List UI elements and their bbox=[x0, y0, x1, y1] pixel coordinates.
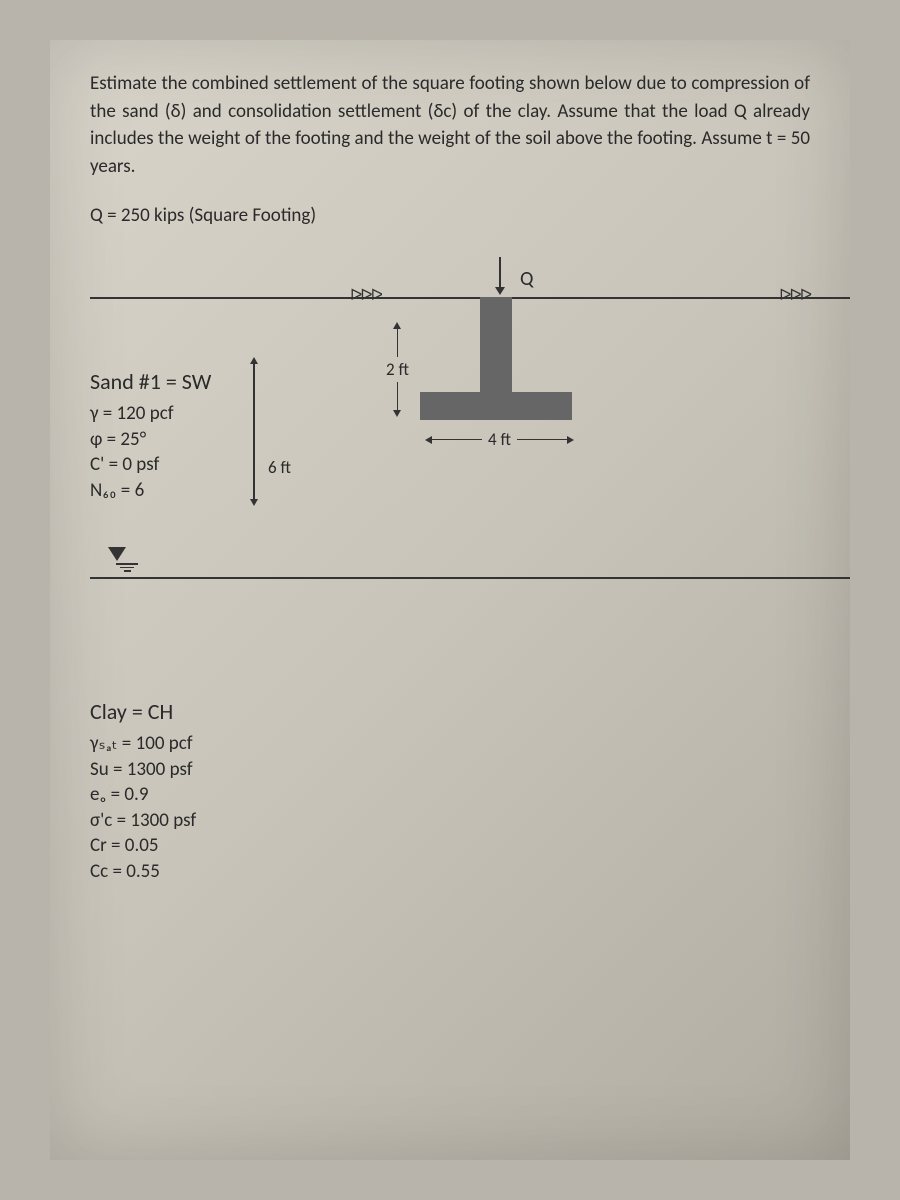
clay-title: Clay = CH bbox=[90, 697, 810, 727]
ground-surface-line bbox=[90, 297, 850, 299]
load-statement: Q = 250 kips (Square Footing) bbox=[90, 204, 810, 227]
sand-gamma: γ = 120 pcf bbox=[90, 401, 211, 427]
clay-su: Su = 1300 psf bbox=[90, 757, 810, 783]
sand-title: Sand #1 = SW bbox=[90, 367, 211, 397]
clay-sigma-c: σ'c = 1300 psf bbox=[90, 808, 810, 834]
clay-cr: Cr = 0.05 bbox=[90, 833, 810, 859]
clay-gamma-sat: γₛₐₜ = 100 pcf bbox=[90, 731, 810, 757]
ground-surface-icon: ᐅᐅᐅ bbox=[350, 285, 381, 305]
water-table-icon bbox=[90, 547, 150, 574]
footing-base bbox=[420, 392, 572, 420]
dim-label: 4 ft bbox=[488, 429, 511, 450]
cross-section-figure: Q ᐅᐅᐅ ᐅᐅᐅ 2 ft 6 ft bbox=[90, 257, 850, 687]
clay-cc: Cc = 0.55 bbox=[90, 859, 810, 885]
sand-properties: Sand #1 = SW γ = 120 pcf φ = 25° C' = 0 … bbox=[90, 367, 211, 503]
clay-e0: eₒ = 0.9 bbox=[90, 782, 810, 808]
ground-surface-icon: ᐅᐅᐅ bbox=[779, 285, 810, 305]
sand-n60: N₆₀ = 6 bbox=[90, 478, 211, 504]
page: Estimate the combined settlement of the … bbox=[50, 40, 850, 1160]
sand-cohesion: C' = 0 psf bbox=[90, 452, 211, 478]
sand-clay-boundary bbox=[90, 577, 850, 579]
load-arrow-icon bbox=[485, 257, 515, 295]
footing-column bbox=[480, 297, 512, 392]
problem-statement: Estimate the combined settlement of the … bbox=[90, 70, 810, 180]
dimension-embedment: 2 ft bbox=[380, 322, 415, 417]
dimension-footing-width: 4 ft bbox=[425, 429, 574, 450]
dim-label: 6 ft bbox=[268, 457, 291, 478]
clay-properties: Clay = CH γₛₐₜ = 100 pcf Su = 1300 psf e… bbox=[90, 697, 810, 885]
dimension-sand-depth bbox=[250, 357, 258, 506]
dim-label: 2 ft bbox=[386, 359, 409, 380]
sand-phi: φ = 25° bbox=[90, 427, 211, 453]
load-symbol: Q bbox=[520, 267, 533, 291]
